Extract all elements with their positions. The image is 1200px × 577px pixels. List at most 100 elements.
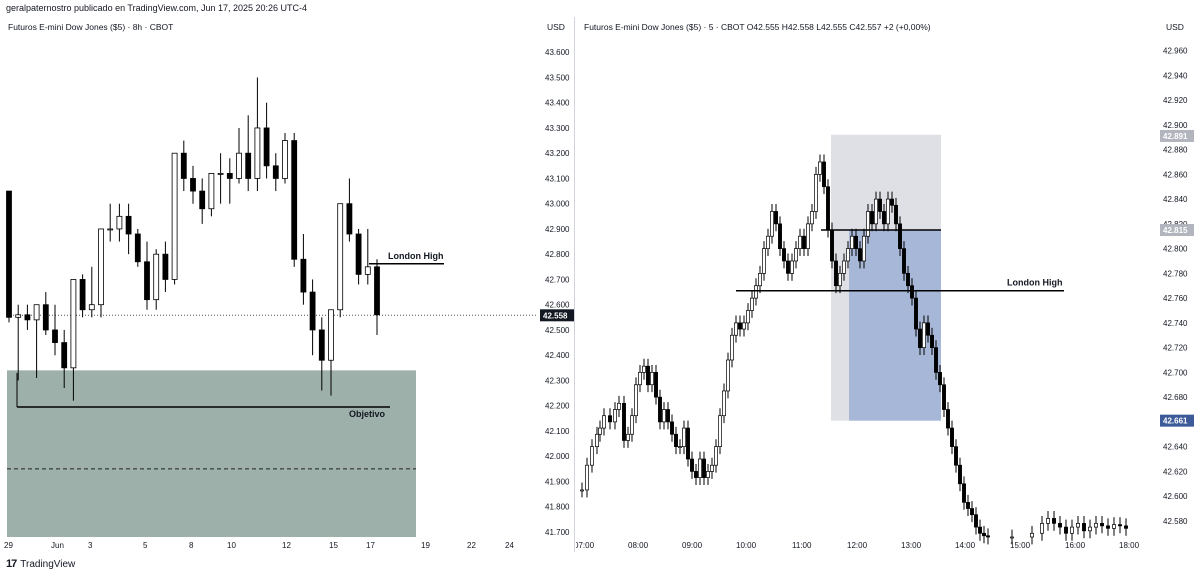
candle-body xyxy=(337,203,344,311)
price-tag: 42.661 xyxy=(1163,417,1188,426)
x-tick-label: 15 xyxy=(329,541,338,550)
y-tick-label: 42.940 xyxy=(1163,71,1188,80)
right-candlestick-chart[interactable]: 42.960 42.940 42.920 42.900 42.880 42.860 42.8… xyxy=(576,17,1200,552)
candle-body xyxy=(902,248,906,274)
y-tick-label: 42.600 xyxy=(1163,492,1188,501)
y-tick-label: 42.780 xyxy=(1163,269,1188,278)
x-tick-label: 10:00 xyxy=(736,541,757,550)
y-tick-label: 42.720 xyxy=(1163,344,1188,353)
last-price-tag-bg xyxy=(540,309,574,322)
candle-body xyxy=(858,248,862,262)
y-tick-label: 42.920 xyxy=(1163,96,1188,105)
candle-body xyxy=(626,433,630,441)
x-tick-label: 10 xyxy=(227,541,236,550)
y-tick-label: 42.620 xyxy=(1163,467,1188,476)
x-tick-label: 08:00 xyxy=(628,541,649,550)
candle-body xyxy=(822,161,826,188)
candle-body xyxy=(970,508,974,516)
y-tick-label: 43.300 xyxy=(545,124,570,133)
left-chart-panel[interactable]: 43.600 43.500 43.400 43.300 43.200 43.100 43.0… xyxy=(0,17,575,552)
target-zone xyxy=(7,370,416,537)
y-tick-label: 42.740 xyxy=(1163,319,1188,328)
candle-body xyxy=(1040,523,1044,534)
candle-body xyxy=(890,198,894,206)
candle-body xyxy=(834,260,838,287)
candle-body xyxy=(595,433,599,447)
candle-body xyxy=(826,186,830,231)
candle-body xyxy=(1100,523,1104,527)
candle-body xyxy=(1112,524,1116,529)
candle-body xyxy=(830,229,834,262)
y-tick-label: 42.300 xyxy=(545,376,570,385)
candle-body xyxy=(802,235,806,249)
candle-body xyxy=(42,304,49,331)
candle-body xyxy=(734,322,738,336)
candle-body xyxy=(116,215,123,230)
price-tag: 42.891 xyxy=(1163,132,1188,141)
candle-body xyxy=(15,314,22,318)
candle-body xyxy=(642,365,646,373)
x-tick-label: 15:00 xyxy=(1010,541,1031,550)
x-tick-label: 22 xyxy=(467,541,476,550)
candle-body xyxy=(1088,526,1092,532)
tradingview-footer[interactable]: 17 TradingView xyxy=(6,558,75,570)
candle-body xyxy=(754,285,758,299)
x-tick-label: 8 xyxy=(189,541,194,550)
y-tick-label: 42.960 xyxy=(1163,47,1188,56)
candle-body xyxy=(950,427,954,447)
left-chart-title: Futuros E-mini Dow Jones ($5) · 8h · CBO… xyxy=(8,22,174,32)
candle-body xyxy=(245,152,252,179)
last-price-tag: 42.558 xyxy=(543,311,568,320)
candle-body xyxy=(690,458,694,472)
candle-body xyxy=(954,446,958,466)
candle-body xyxy=(886,198,890,225)
candle-body xyxy=(190,178,196,192)
y-tick-label: 42.700 xyxy=(545,275,570,284)
candle-body xyxy=(874,198,878,225)
candle-body xyxy=(309,291,316,331)
candle-body xyxy=(272,165,279,179)
y-tick-label: 41.800 xyxy=(545,503,570,512)
candle-body xyxy=(208,172,215,210)
candle-body xyxy=(922,322,926,348)
x-tick-label: 14:00 xyxy=(955,541,976,550)
candle-body xyxy=(698,458,702,478)
y-tick-label: 42.580 xyxy=(1163,517,1188,526)
tradingview-logo-icon: 17 xyxy=(6,558,17,570)
candle-body xyxy=(678,446,682,448)
y-tick-label: 42.640 xyxy=(1163,443,1188,452)
candle-body xyxy=(646,365,650,386)
candle-body xyxy=(24,314,31,321)
y-tick-label: 42.900 xyxy=(1163,121,1188,130)
candle-body xyxy=(790,260,794,274)
x-tick-label: 07:00 xyxy=(576,541,595,550)
price-tag-bg xyxy=(1160,129,1194,142)
candle-body xyxy=(862,235,866,262)
y-tick-label: 42.760 xyxy=(1163,294,1188,303)
candle-body xyxy=(153,253,160,301)
candle-body xyxy=(6,190,12,318)
candle-body xyxy=(806,223,810,249)
candle-body xyxy=(1030,532,1034,538)
candle-body xyxy=(226,172,233,179)
candle-body xyxy=(580,489,584,492)
x-tick-label: 24 xyxy=(505,541,514,550)
candle-body xyxy=(79,279,86,311)
candle-body xyxy=(598,427,602,435)
candle-body xyxy=(171,152,178,280)
candle-body xyxy=(750,297,754,311)
right-currency-label: USD xyxy=(1166,22,1184,32)
candle-body xyxy=(1064,526,1068,534)
candle-body xyxy=(782,248,786,262)
candle-body xyxy=(125,215,132,235)
candle-body xyxy=(217,172,224,175)
y-tick-label: 43.000 xyxy=(545,200,570,209)
right-chart-panel[interactable]: 42.960 42.940 42.920 42.900 42.880 42.860 42.8… xyxy=(576,17,1200,552)
left-candlestick-chart[interactable]: 43.600 43.500 43.400 43.300 43.200 43.100 43.0… xyxy=(0,17,574,552)
y-tick-label: 41.700 xyxy=(545,528,570,537)
objective-label: Objetivo xyxy=(349,409,386,419)
candle-body xyxy=(622,402,626,441)
candle-body xyxy=(585,464,589,491)
candle-body xyxy=(144,261,150,301)
candle-body xyxy=(70,279,77,369)
